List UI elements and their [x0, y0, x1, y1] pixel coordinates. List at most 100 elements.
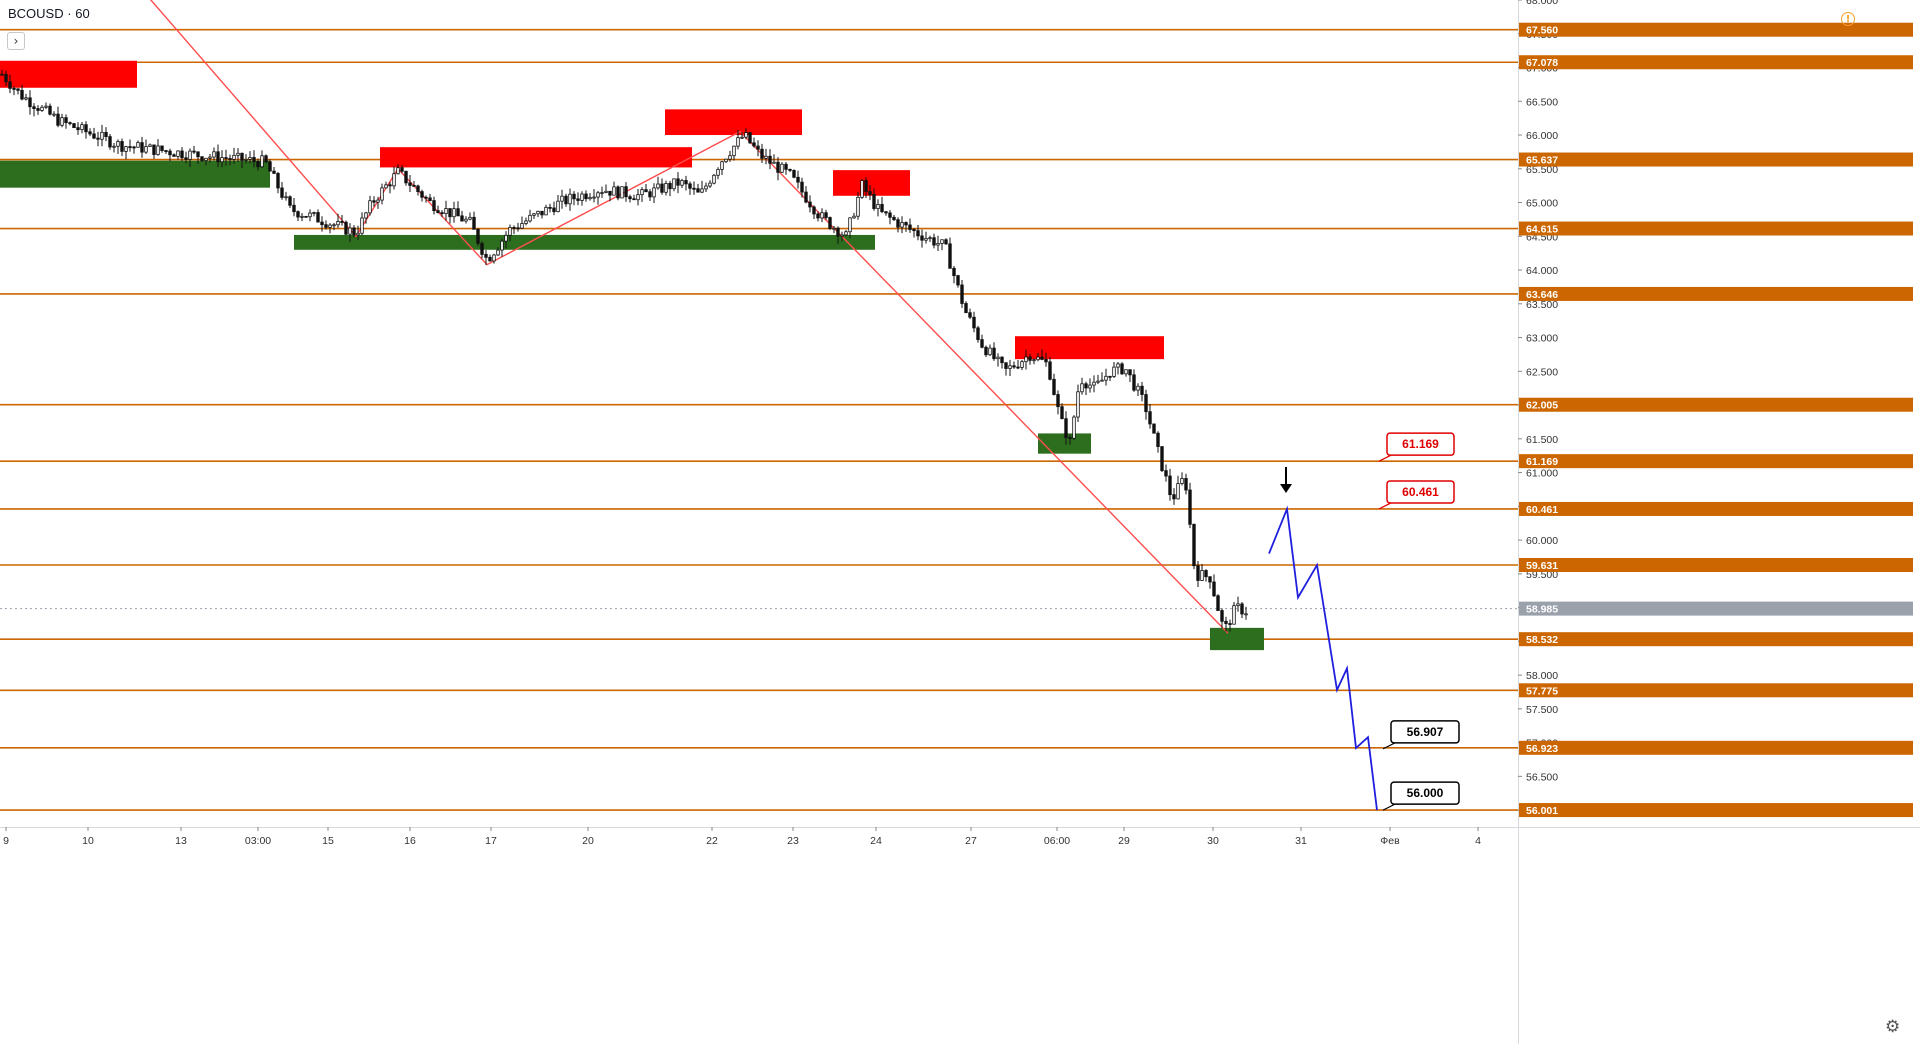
candle-body	[644, 189, 648, 193]
candle	[116, 139, 120, 154]
candle-body	[236, 152, 240, 156]
candle-body	[396, 167, 400, 175]
candle-body	[80, 124, 84, 131]
candle-body	[1096, 380, 1100, 383]
candle-body	[988, 347, 992, 356]
candle-body	[504, 234, 508, 242]
candle-body	[428, 197, 432, 201]
candle	[212, 147, 216, 161]
candle-body	[900, 222, 904, 228]
candle	[168, 148, 172, 162]
candle-body	[288, 196, 292, 206]
callout-box	[1390, 781, 1460, 805]
candle	[80, 122, 84, 134]
candle	[884, 211, 888, 216]
candle	[756, 140, 760, 157]
candle	[1060, 403, 1064, 420]
candle-body	[604, 190, 608, 193]
candle-body	[920, 235, 924, 241]
support-zone	[1038, 433, 1091, 454]
candle-body	[120, 141, 124, 152]
candle	[1000, 356, 1004, 369]
candle	[64, 114, 68, 129]
candle-body	[20, 89, 24, 100]
time-tick-label: 03:00	[245, 835, 271, 847]
candle	[596, 190, 600, 205]
candle-body	[908, 224, 912, 230]
candle	[784, 161, 788, 175]
candle-body	[812, 206, 816, 215]
trend-wave-line	[149, 0, 1229, 634]
candle-body	[232, 154, 236, 160]
candle	[908, 218, 912, 233]
candle-body	[300, 215, 304, 218]
candle-body	[316, 212, 320, 223]
candle-body	[116, 141, 120, 147]
candle-body	[552, 207, 556, 213]
candle	[484, 250, 488, 265]
candle-body	[448, 208, 452, 218]
candle-body	[148, 144, 152, 147]
resistance-zone	[1015, 336, 1164, 360]
candle	[820, 208, 824, 223]
candle-body	[752, 142, 756, 147]
candle-body	[684, 180, 688, 185]
candle	[1036, 352, 1040, 362]
candle-body	[1200, 570, 1204, 581]
warning-icon[interactable]: !	[1841, 12, 1855, 26]
candle-body	[196, 151, 200, 158]
candle-body	[780, 163, 784, 173]
candle-body	[736, 137, 740, 147]
candle-body	[1240, 603, 1244, 615]
settings-gear-icon[interactable]: ⚙	[1885, 1017, 1901, 1037]
projection	[1268, 466, 1378, 811]
candle-body	[964, 303, 968, 314]
candle	[28, 90, 32, 115]
support-zone	[0, 160, 270, 188]
candle-body	[528, 214, 532, 222]
candle	[1044, 352, 1048, 367]
candle	[1008, 359, 1012, 376]
candle	[496, 247, 500, 256]
callout-box	[1386, 432, 1455, 456]
candle-body	[688, 183, 692, 189]
candle-body	[408, 182, 412, 186]
candle	[552, 201, 556, 216]
candle-body	[472, 216, 476, 230]
price-tick-label: 62.500	[1526, 366, 1558, 378]
candle-body	[412, 185, 416, 187]
level-tag-label: 58.532	[1526, 634, 1558, 646]
candle-body	[376, 199, 380, 203]
candle	[272, 166, 276, 174]
candle	[156, 139, 160, 156]
time-tick-label: 15	[322, 835, 334, 847]
level-tag	[1519, 286, 1913, 301]
candle	[364, 211, 368, 224]
candle-body	[168, 150, 172, 156]
candle-body	[784, 163, 788, 170]
candle-body	[808, 201, 812, 208]
price-tick-label: 61.500	[1526, 434, 1558, 446]
candle	[160, 145, 164, 153]
candle-body	[496, 249, 500, 256]
candle-body	[340, 221, 344, 223]
candle-body	[1236, 603, 1240, 607]
candle	[972, 311, 976, 333]
candle	[936, 235, 940, 252]
candle-body	[668, 182, 672, 190]
price-tick-label: 60.000	[1526, 535, 1558, 547]
callout-label: 56.000	[1407, 786, 1444, 800]
candle	[348, 223, 352, 243]
candle-body	[1224, 620, 1228, 624]
candle-body	[216, 151, 220, 163]
candle-body	[980, 339, 984, 348]
collapse-legend-button[interactable]: ›	[7, 32, 25, 50]
candle	[420, 189, 424, 202]
chevron-right-icon: ›	[13, 34, 19, 48]
candle-body	[700, 188, 704, 193]
candle	[460, 210, 464, 222]
candle	[452, 201, 456, 223]
candle-body	[1076, 391, 1080, 418]
candle	[356, 225, 360, 240]
